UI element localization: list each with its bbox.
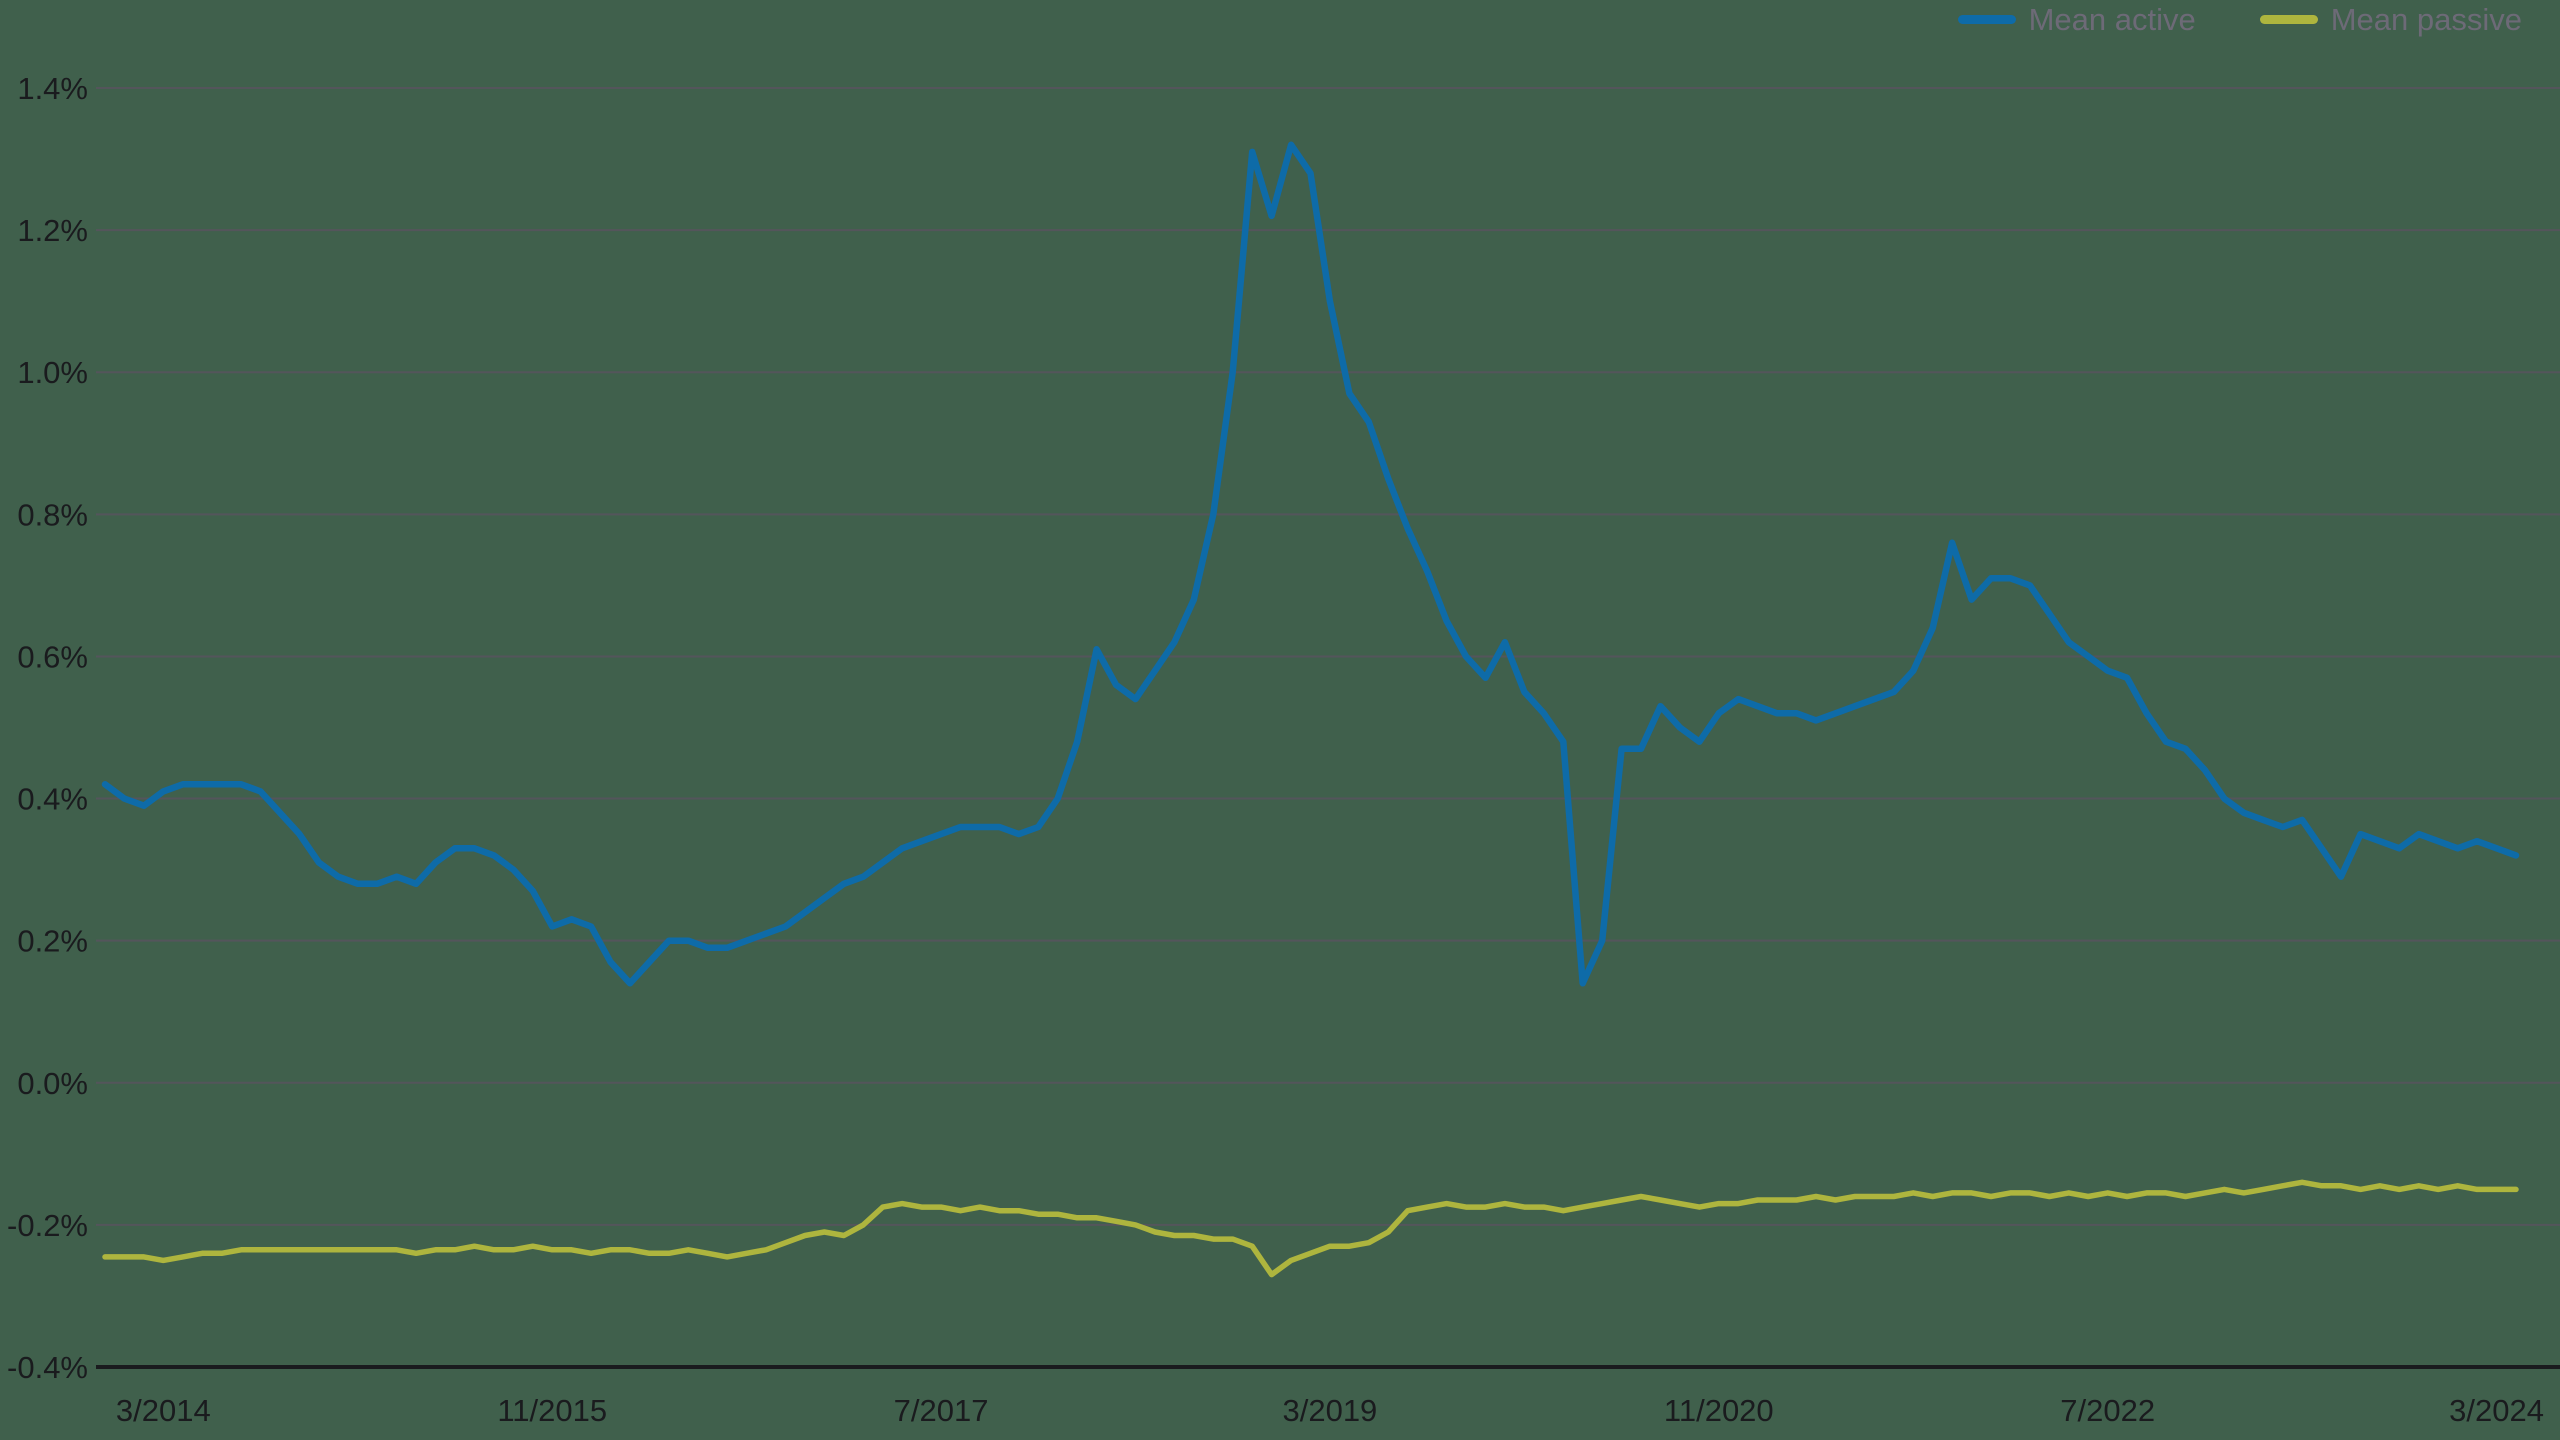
x-axis-tick-label: 7/2022 — [2060, 1393, 2155, 1428]
mean-active-line — [101, 141, 2520, 987]
y-axis-tick-label: 0.0% — [17, 1066, 88, 1101]
x-axis-tick-label: 3/2014 — [116, 1393, 211, 1428]
x-axis-tick-label: 11/2020 — [1664, 1393, 1774, 1428]
y-axis-tick-label: -0.4% — [7, 1350, 88, 1385]
x-axis-tick-label: 11/2015 — [497, 1393, 607, 1428]
y-axis-tick-label: 0.4% — [17, 782, 88, 817]
y-axis-tick-label: 1.0% — [17, 355, 88, 390]
legend-item-mean-passive: Mean passive — [2259, 2, 2522, 37]
y-axis-tick-label: 1.2% — [17, 213, 88, 248]
mean-active-line-swatch-icon — [1957, 15, 2016, 24]
y-axis-tick-label: -0.2% — [7, 1208, 88, 1243]
legend-label-mean-active: Mean active — [2028, 2, 2196, 37]
y-axis-tick-label: 0.2% — [17, 924, 88, 959]
x-axis-tick-label: 7/2017 — [894, 1393, 989, 1428]
legend-label-mean-passive: Mean passive — [2330, 2, 2522, 37]
mean-passive-line — [102, 1179, 2519, 1278]
y-axis-tick-label: 1.4% — [17, 71, 88, 106]
x-axis-tick-label: 3/2019 — [1282, 1393, 1377, 1428]
y-axis-tick-label: 0.6% — [17, 639, 88, 674]
legend-item-mean-active: Mean active — [1957, 2, 2196, 37]
y-axis-tick-label: 0.8% — [17, 497, 88, 532]
x-axis-tick-label: 3/2024 — [2449, 1393, 2544, 1428]
mean-passive-line-swatch-icon — [2259, 15, 2318, 24]
chart-legend: Mean active Mean passive — [1957, 2, 2522, 37]
